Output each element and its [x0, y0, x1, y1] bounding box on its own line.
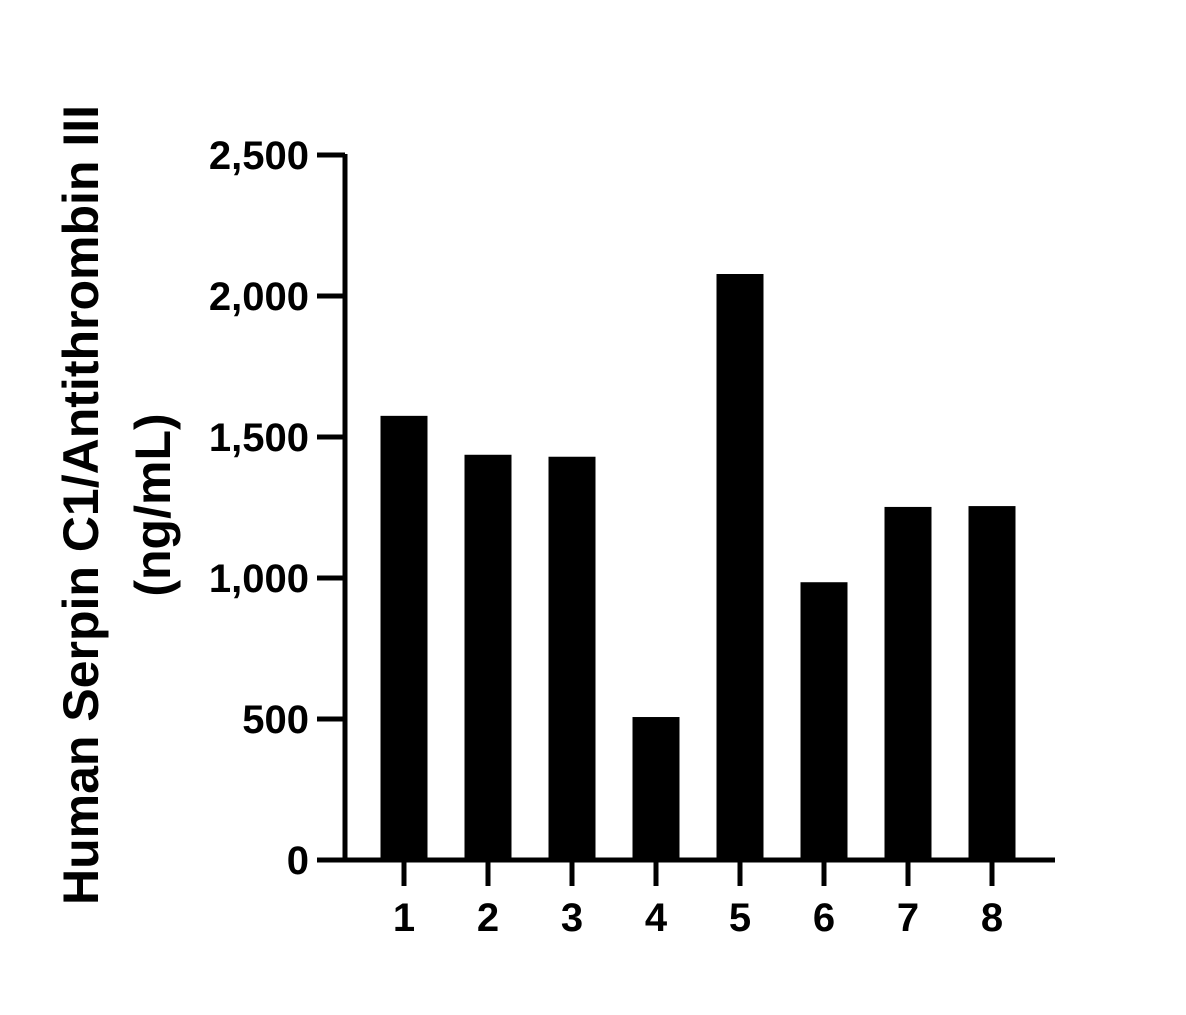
bar-1: [380, 415, 428, 860]
bar-5: [716, 274, 764, 860]
y-tick-label: 1,500: [209, 416, 309, 460]
y-tick-label: 1,000: [209, 557, 309, 601]
x-tick-label: 6: [813, 896, 835, 940]
x-tick-label: 8: [981, 896, 1003, 940]
y-axis-title-line-1: Human Serpin C1/Antithrombin III: [53, 105, 109, 905]
y-tick-label: 0: [287, 839, 309, 883]
bar-3: [548, 456, 596, 860]
y-axis-title: Human Serpin C1/Antithrombin III (ng/mL): [53, 105, 181, 905]
y-tick-label: 500: [242, 698, 309, 742]
x-ticks-group: 1 2 3 4 5 6 7 8: [393, 860, 1003, 940]
x-tick-label: 5: [729, 896, 751, 940]
bars-group: [380, 274, 1016, 860]
axes-group: [342, 154, 1055, 863]
bar-4: [632, 717, 680, 860]
bar-8: [968, 506, 1016, 860]
y-tick-label: 2,000: [209, 275, 309, 319]
y-axis-title-line-2: (ng/mL): [125, 413, 181, 596]
x-tick-label: 7: [897, 896, 919, 940]
y-ticks-group: 0 500 1,000 1,500 2,000 2,500: [209, 134, 345, 883]
bar-2: [464, 454, 512, 860]
bar-6: [800, 582, 848, 860]
bar-7: [884, 506, 932, 860]
x-tick-label: 4: [645, 896, 668, 940]
x-tick-label: 3: [561, 896, 583, 940]
x-tick-label: 2: [477, 896, 499, 940]
y-tick-label: 2,500: [209, 134, 309, 178]
x-tick-label: 1: [393, 896, 415, 940]
